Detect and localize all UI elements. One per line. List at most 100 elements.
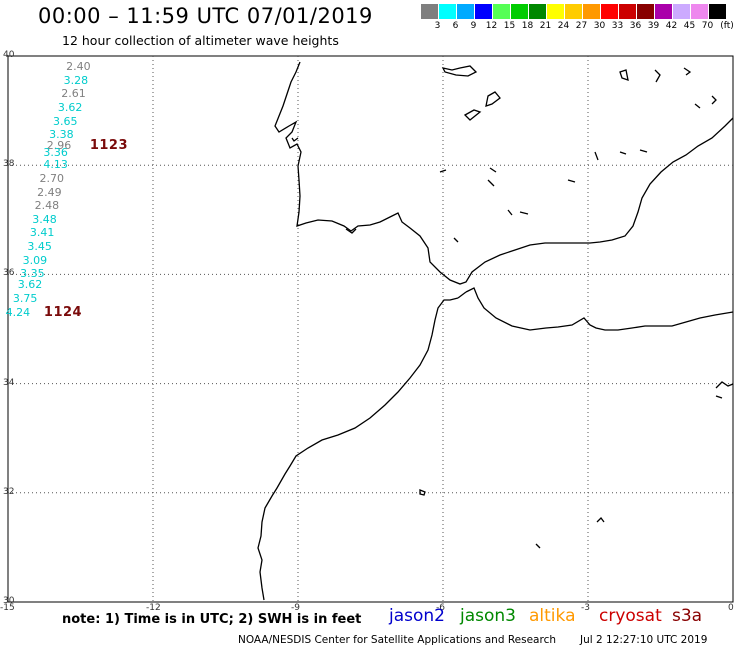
map-title: 00:00 – 11:59 UTC 07/01/2019 [38,4,373,28]
graticule [8,56,733,602]
scale-label: 33 [611,21,624,31]
scale-swatch [637,4,654,19]
wave-height-value: 3.09 [22,253,48,267]
island [694,103,701,109]
wave-height-value: 3.38 [49,128,74,142]
island [711,95,717,105]
wave-height-value: 3.48 [32,212,57,226]
island [419,489,426,496]
island [535,543,541,549]
wave-height-value: 4.24 [5,305,31,319]
wave-height-value: 3.75 [12,291,38,305]
pass-number: 1123 [89,138,129,154]
scale-label: 21 [539,21,552,31]
iberia-coast [274,61,734,285]
longitude-label: -9 [291,603,300,613]
latitude-label: 38 [3,159,15,170]
map-subtitle: 12 hour collection of altimeter wave hei… [62,33,339,48]
wave-height-value: 2.40 [66,59,91,73]
wave-height-value: 3.35 [20,267,45,281]
mission-jason2: jason2 [389,606,445,626]
scale-swatch [583,4,600,19]
island [715,395,723,399]
wave-height-value: 3.62 [57,100,83,114]
mission-jason3: jason3 [460,606,516,626]
island [619,69,629,81]
mediterranean-africa-coast [465,287,734,331]
coastline [257,61,734,601]
island [439,169,447,173]
scale-label: 6 [452,21,459,31]
scale-swatch [439,4,456,19]
latitude-label: 32 [3,486,15,497]
pass-number: 1124 [43,304,83,320]
island [596,517,605,523]
island [654,69,661,83]
island [489,167,497,173]
scale-label: 18 [521,21,534,31]
latitude-label: 36 [3,268,15,279]
wave-height-value: 3.45 [27,240,52,254]
scale-swatch [619,4,636,19]
scale-swatch [421,4,438,19]
island [487,179,495,187]
latitude-label: 40 [3,50,15,60]
island [463,109,482,121]
scale-label: 42 [665,21,678,31]
longitude-label: -3 [581,603,590,613]
scale-swatch [709,4,726,19]
latitude-label: 34 [3,377,15,388]
island [594,151,599,161]
wave-height-value: 2.49 [37,185,62,199]
island [519,211,529,215]
morocco-atlantic-coast [257,297,459,601]
wave-height-value: 2.48 [34,199,60,213]
scale-swatch [457,4,474,19]
island [619,151,627,155]
island [683,67,692,76]
wave-height-value: 3.62 [17,278,43,292]
scale-label: 27 [575,21,588,31]
scale-unit-label: (ft) [720,21,734,31]
scale-label: 36 [629,21,642,31]
scale-swatch [565,4,582,19]
scale-label: 15 [503,21,516,31]
wave-height-value: 4.13 [43,158,68,172]
note-text: note: 1) Time is in UTC; 2) SWH is in fe… [62,612,362,627]
cadiz-bay [345,228,357,234]
wave-height-value: 3.41 [29,226,55,240]
scale-label: 70 [701,21,714,31]
lisbon-estuary [291,137,299,142]
strait-of-gibraltar [457,291,467,299]
island [485,91,501,107]
island [441,65,478,77]
map-frame [7,55,734,603]
scale-swatch [493,4,510,19]
island [567,179,576,183]
longitude-label: -15 [0,603,15,613]
scale-swatch [691,4,708,19]
wave-height-value: 2.96 [46,139,72,153]
scale-label: 12 [485,21,498,31]
latitude-label: 30 [3,596,15,606]
scale-swatch [655,4,672,19]
mission-cryosat: cryosat [599,606,662,626]
wave-height-value: 3.65 [53,114,78,128]
island [715,381,734,389]
longitude-label: 0 [728,603,734,613]
scale-swatch [601,4,618,19]
scale-swatch [529,4,546,19]
scale-swatch [673,4,690,19]
scale-label: 9 [470,21,477,31]
scale-label: 45 [683,21,696,31]
island [507,209,513,216]
scale-label: 39 [647,21,660,31]
wave-height-value: 3.36 [43,145,68,159]
scale-label: 24 [557,21,570,31]
scale-swatch [547,4,564,19]
wave-height-value: 2.70 [39,171,65,185]
scale-label: 30 [593,21,606,31]
footer-credit: NOAA/NESDIS Center for Satellite Applica… [238,634,556,646]
wave-height-value: 3.28 [63,73,89,87]
island [453,237,459,243]
